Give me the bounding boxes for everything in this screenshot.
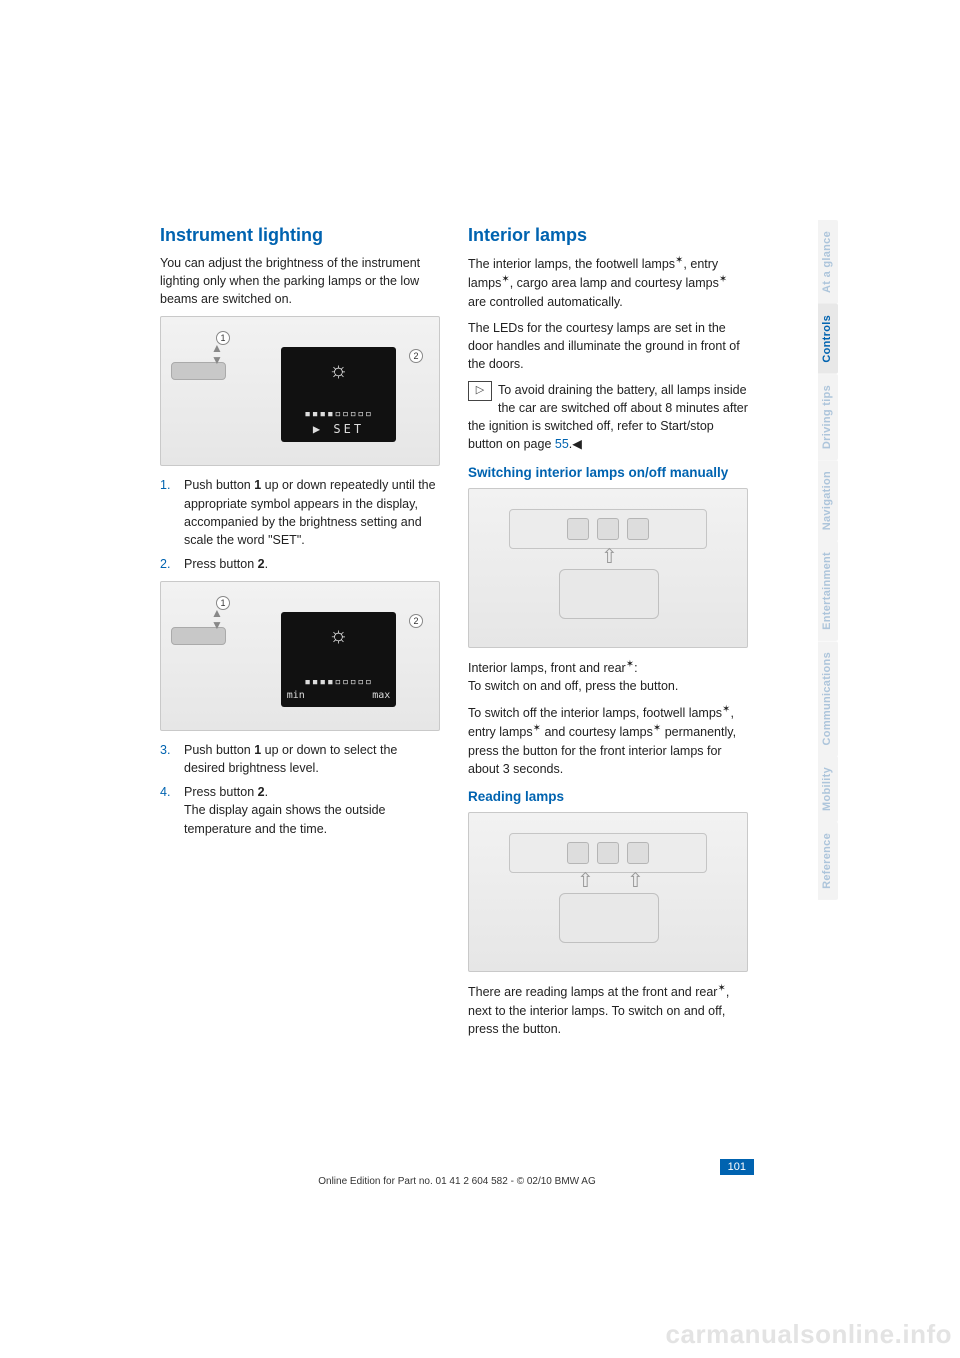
steps-list-a: 1. Push button 1 up or down repeatedly u…: [160, 476, 440, 573]
watermark: carmanualsonline.info: [666, 1319, 952, 1350]
star-icon: ✶: [719, 274, 727, 285]
tab-communications[interactable]: Communications: [818, 641, 838, 756]
reading-p5: There are reading lamps at the front and…: [468, 982, 748, 1038]
overhead-console: [509, 509, 707, 549]
footer-line: Online Edition for Part no. 01 41 2 604 …: [160, 1176, 754, 1187]
step-number: 4.: [160, 783, 184, 837]
tab-navigation[interactable]: Navigation: [818, 460, 838, 541]
step-3: 3. Push button 1 up or down to select th…: [160, 741, 440, 777]
console-button: [597, 842, 619, 864]
arrow-icon: ⇧: [627, 868, 644, 893]
tab-controls[interactable]: Controls: [818, 304, 838, 374]
arrow-icon: ⇧: [601, 544, 618, 569]
step-2: 2. Press button 2.: [160, 555, 440, 573]
figure-minmax-display: ▲▼ 1 2 ☼ ▪▪▪▪▫▫▫▫▫ minmax: [160, 581, 440, 731]
steps-list-b: 3. Push button 1 up or down to select th…: [160, 741, 440, 838]
brightness-icon: ☼: [328, 357, 348, 383]
right-column: Interior lamps The interior lamps, the f…: [468, 225, 748, 1205]
mirror-illustration: [559, 893, 659, 943]
figure-set-display: ▲▼ 1 2 ☼ ▪▪▪▪▫▫▫▫▫ ▶ SET: [160, 316, 440, 466]
console-button: [567, 518, 589, 540]
console-button: [627, 518, 649, 540]
page-content: Instrument lighting You can adjust the b…: [160, 225, 750, 1205]
display-panel: ☼ ▪▪▪▪▫▫▫▫▫ ▶ SET: [281, 347, 396, 442]
callout-1: 1: [216, 596, 230, 610]
star-icon: ✶: [626, 659, 634, 670]
heading-instrument-lighting: Instrument lighting: [160, 225, 440, 246]
console-button: [627, 842, 649, 864]
step-text: Press button 2.The display again shows t…: [184, 783, 440, 837]
page-number: 101: [720, 1159, 754, 1175]
interior-p4: To switch off the interior lamps, footwe…: [468, 703, 748, 778]
tab-entertainment[interactable]: Entertainment: [818, 541, 838, 641]
tab-reference[interactable]: Reference: [818, 822, 838, 900]
callout-2: 2: [409, 349, 423, 363]
console-button: [567, 842, 589, 864]
heading-interior-lamps: Interior lamps: [468, 225, 748, 246]
brightness-icon: ☼: [328, 622, 348, 648]
interior-p3: Interior lamps, front and rear✶:To switc…: [468, 658, 748, 695]
star-icon: ✶: [717, 983, 725, 994]
note-icon: ▷: [468, 381, 492, 401]
page-link-55[interactable]: 55: [555, 437, 569, 451]
callout-1: 1: [216, 331, 230, 345]
mirror-illustration: [559, 569, 659, 619]
figure-overhead-single: ⇧: [468, 488, 748, 648]
section-tabs: At a glance Controls Driving tips Naviga…: [818, 220, 838, 900]
minmax-row: minmax: [287, 690, 391, 701]
step-number: 1.: [160, 476, 184, 549]
figure-overhead-double: ⇧ ⇧: [468, 812, 748, 972]
stalk-arrows: ▲▼: [211, 607, 223, 631]
callout-2: 2: [409, 614, 423, 628]
star-icon: ✶: [653, 723, 661, 734]
step-number: 3.: [160, 741, 184, 777]
step-1: 1. Push button 1 up or down repeatedly u…: [160, 476, 440, 549]
star-icon: ✶: [533, 723, 541, 734]
set-row: ▶ SET: [313, 422, 364, 436]
battery-note: ▷ To avoid draining the battery, all lam…: [468, 381, 748, 454]
step-number: 2.: [160, 555, 184, 573]
tab-at-a-glance[interactable]: At a glance: [818, 220, 838, 304]
step-text: Press button 2.: [184, 555, 440, 573]
interior-p1: The interior lamps, the footwell lamps✶,…: [468, 254, 748, 311]
step-text: Push button 1 up or down to select the d…: [184, 741, 440, 777]
step-4: 4. Press button 2.The display again show…: [160, 783, 440, 837]
scale-blocks: ▪▪▪▪▫▫▫▫▫: [304, 675, 373, 688]
subheading-reading: Reading lamps: [468, 788, 748, 806]
tab-mobility[interactable]: Mobility: [818, 756, 838, 822]
left-column: Instrument lighting You can adjust the b…: [160, 225, 440, 1205]
tab-driving-tips[interactable]: Driving tips: [818, 374, 838, 460]
intro-text: You can adjust the brightness of the ins…: [160, 254, 440, 308]
star-icon: ✶: [501, 274, 509, 285]
console-button: [597, 518, 619, 540]
arrow-icon: ⇧: [577, 868, 594, 893]
display-panel: ☼ ▪▪▪▪▫▫▫▫▫ minmax: [281, 612, 396, 707]
subheading-switching: Switching interior lamps on/off manually: [468, 464, 748, 482]
scale-blocks: ▪▪▪▪▫▫▫▫▫: [304, 407, 373, 420]
step-text: Push button 1 up or down repeatedly unti…: [184, 476, 440, 549]
stalk-arrows: ▲▼: [211, 342, 223, 366]
overhead-console: [509, 833, 707, 873]
interior-p2: The LEDs for the courtesy lamps are set …: [468, 319, 748, 373]
page-number-wrap: 101: [160, 1159, 754, 1175]
